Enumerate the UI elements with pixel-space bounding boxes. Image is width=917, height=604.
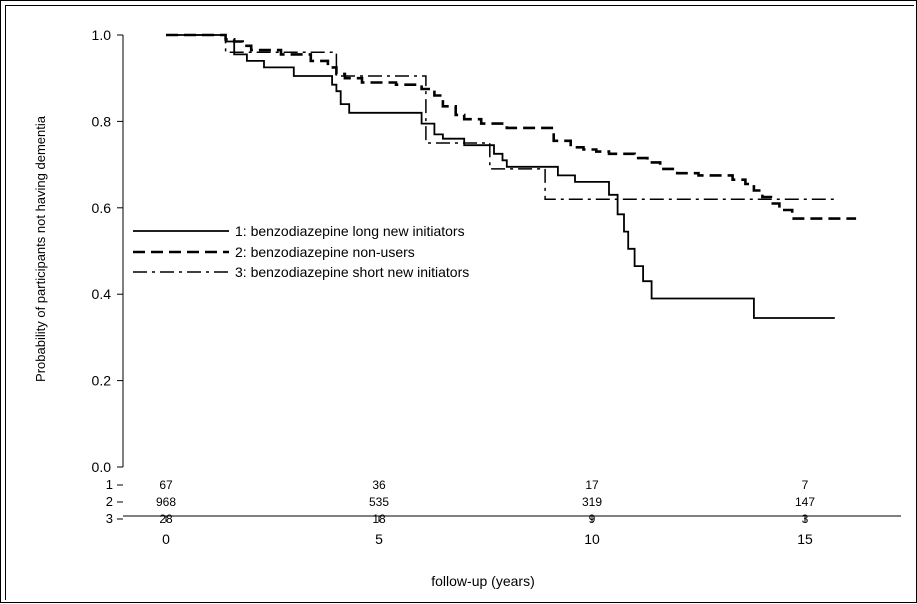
y-tick-label: 0.6 <box>92 200 112 216</box>
risk-cell: 17 <box>585 478 599 492</box>
risk-cell: 3 <box>802 512 809 526</box>
risk-row-label: 1 <box>106 477 113 492</box>
x-tick-label: 10 <box>584 531 600 547</box>
series-layer <box>166 33 857 319</box>
y-axis-label: Probability of participants not having d… <box>33 115 48 382</box>
risk-cell: 18 <box>372 512 386 526</box>
risk-cell: 535 <box>369 495 389 509</box>
risk-cell: 968 <box>156 495 176 509</box>
risk-cell: 36 <box>372 478 386 492</box>
legend: 1: benzodiazepine long new initiators 2: … <box>133 223 469 280</box>
y-tick-label: 1.0 <box>92 27 112 43</box>
series-3-line <box>166 34 835 200</box>
y-tick-label: 0.2 <box>92 373 112 389</box>
x-axis-label: follow-up (years) <box>431 573 534 589</box>
legend-label-2: 2: benzodiazepine non-users <box>235 244 415 260</box>
axes: 0.0 0.2 0.4 0.6 0.8 1.0 0 5 10 15 <box>92 27 901 547</box>
risk-cell: 7 <box>802 478 809 492</box>
series-1-line <box>166 34 835 319</box>
x-tick-label: 0 <box>162 531 170 547</box>
y-tick-label: 0.8 <box>92 113 112 129</box>
chart-frame <box>5 5 914 600</box>
risk-cell: 28 <box>159 512 173 526</box>
legend-label-1: 1: benzodiazepine long new initiators <box>235 223 465 239</box>
risk-cell: 147 <box>795 495 815 509</box>
y-tick-label: 0.4 <box>92 286 112 302</box>
risk-cell: 67 <box>159 478 173 492</box>
series-2-line <box>166 33 857 220</box>
risk-row-label: 3 <box>106 511 113 526</box>
y-tick-label: 0.0 <box>92 459 112 475</box>
risk-table: 1 67 36 17 7 2 968 535 319 147 3 28 18 9 3 <box>106 477 816 526</box>
legend-label-3: 3: benzodiazepine short new initiators <box>235 264 469 280</box>
risk-cell: 319 <box>582 495 602 509</box>
x-tick-label: 5 <box>375 531 383 547</box>
x-tick-label: 15 <box>797 531 813 547</box>
risk-cell: 9 <box>589 512 596 526</box>
risk-row-label: 2 <box>106 494 113 509</box>
